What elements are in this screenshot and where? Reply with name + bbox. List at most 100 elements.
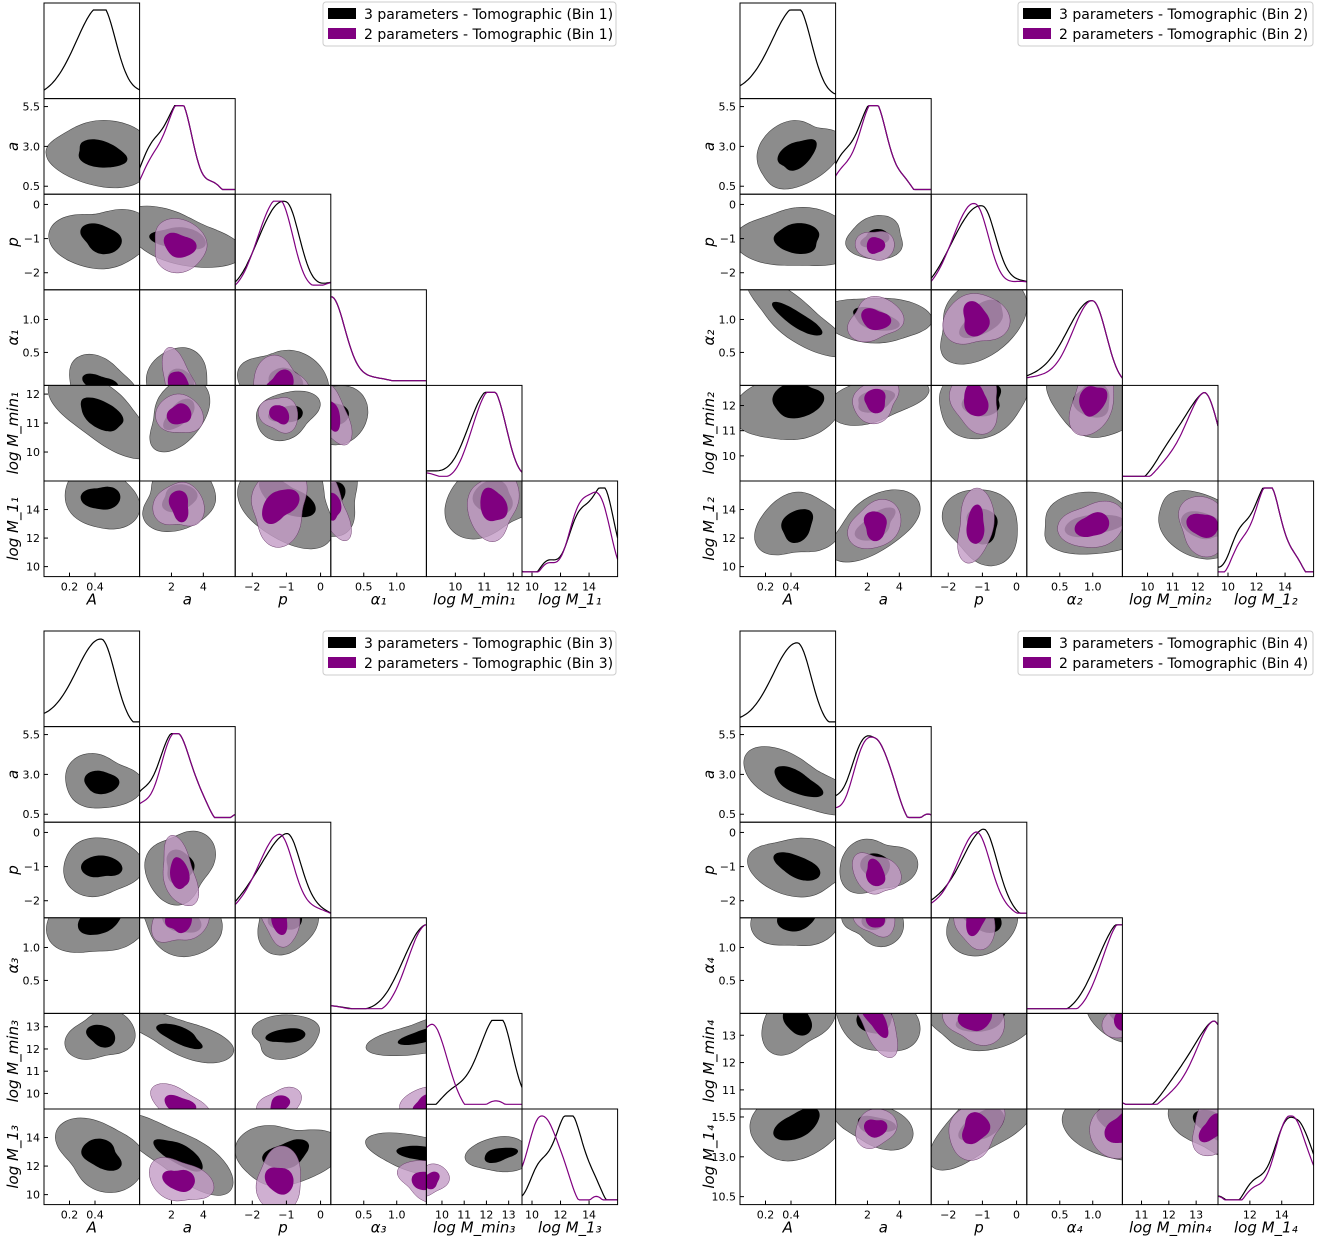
marginal-curve-three-param xyxy=(740,642,836,723)
cell-content xyxy=(841,917,904,948)
contour-68-three-param xyxy=(82,373,119,386)
marginal-3 xyxy=(930,821,1028,919)
x-axis-label: A xyxy=(782,1219,793,1237)
marginal-5 xyxy=(425,1012,523,1110)
joint-5-3 xyxy=(234,384,332,482)
x-tick-label: 1.0 xyxy=(388,581,406,594)
x-tick-label: 0 xyxy=(1013,1209,1020,1222)
marginal-3 xyxy=(234,821,332,919)
x-tick-label: 0.5 xyxy=(355,581,373,594)
contour-68-two-param xyxy=(330,401,341,432)
contour-68-three-param xyxy=(774,766,824,798)
cell-content xyxy=(946,917,1019,957)
cell-content xyxy=(144,917,223,958)
legend-label-three-param: 3 parameters - Tomographic (Bin 3) xyxy=(364,636,613,652)
contour-68-two-param xyxy=(866,237,886,254)
joint-3-2 xyxy=(139,821,236,919)
contour-68-two-param xyxy=(1198,1113,1219,1143)
y-tick-label: 0.5 xyxy=(23,974,41,987)
marginal-curve-two-param xyxy=(1122,1020,1219,1105)
y-tick-label: −2 xyxy=(720,895,736,908)
x-tick-label: 13 xyxy=(502,1209,516,1222)
x-tick-label: 2 xyxy=(168,581,175,594)
y-tick-label: 0.5 xyxy=(23,808,41,821)
y-tick-label: 10 xyxy=(26,1189,40,1202)
joint-4-1: 0.5 1.0 xyxy=(23,289,141,386)
cell-content xyxy=(144,830,216,906)
marginal-curve-three-param xyxy=(740,9,836,95)
joint-6-1: 10 12 14 0.2 0.4 xyxy=(26,1108,141,1222)
y-tick-label: 10 xyxy=(26,1087,40,1100)
marginal-1 xyxy=(43,2,141,100)
x-axis-label: A xyxy=(86,1219,97,1237)
joint-6-5: 10 11 12 13 xyxy=(425,1108,523,1222)
joint-6-1: 10.5 13.0 15.5 0.2 0.4 xyxy=(712,1108,837,1222)
joint-6-3: −2 −1 0 xyxy=(234,1108,332,1222)
contour-68-three-param xyxy=(782,1013,812,1036)
joint-5-2 xyxy=(835,384,932,482)
cell-content xyxy=(1087,1013,1123,1043)
cell-content xyxy=(64,481,140,530)
cell-content xyxy=(63,837,140,898)
marginal-4 xyxy=(330,917,427,1014)
cell-content xyxy=(365,1019,427,1110)
legend-label-three-param: 3 parameters - Tomographic (Bin 2) xyxy=(1059,7,1308,23)
cell-content xyxy=(1026,299,1123,379)
y-tick-label: 1.0 xyxy=(23,313,41,326)
legend-label-two-param: 2 parameters - Tomographic (Bin 1) xyxy=(364,27,613,43)
x-tick-label: 4 xyxy=(200,581,207,594)
joint-3-2 xyxy=(139,193,236,291)
x-axis-label: a xyxy=(183,591,192,609)
x-tick-label: 0 xyxy=(1013,581,1020,594)
y-tick-label: 11 xyxy=(722,425,736,438)
contour-68-two-param xyxy=(966,917,987,937)
legend-label-three-param: 3 parameters - Tomographic (Bin 4) xyxy=(1059,636,1308,652)
joint-5-1: 10 11 12 13 xyxy=(26,1012,141,1110)
cell-content xyxy=(740,642,836,723)
x-tick-label: 10 xyxy=(1141,581,1155,594)
x-tick-label: 0.2 xyxy=(757,1209,775,1222)
y-axis-label: a xyxy=(4,142,22,151)
cell-content xyxy=(750,917,836,947)
contour-68-three-param xyxy=(781,509,814,544)
marginal-curve-three-param xyxy=(44,9,140,91)
joint-3-2 xyxy=(835,193,932,291)
contour-68-two-param xyxy=(963,301,990,337)
x-tick-label: 0 xyxy=(317,1209,324,1222)
cell-content xyxy=(237,349,329,386)
joint-4-1: 0.5 1.0 xyxy=(23,917,141,1014)
joint-6-5: 11 12 13 xyxy=(1121,1108,1219,1222)
contour-68-three-param xyxy=(484,1147,519,1164)
cell-content xyxy=(426,1019,522,1105)
joint-6-4: 0.5 1.0 xyxy=(1026,1108,1123,1222)
x-tick-label: −1 xyxy=(278,581,294,594)
y-tick-label: 14 xyxy=(722,504,736,517)
contour-68-two-param xyxy=(1113,1013,1123,1031)
cell-frame xyxy=(835,98,932,195)
marginal-6: 10 12 14 xyxy=(1217,480,1315,594)
cell-content xyxy=(740,9,836,95)
joint-5-2 xyxy=(835,1012,932,1110)
marginal-6: 10 12 14 xyxy=(521,1108,619,1222)
cell-content xyxy=(835,105,932,191)
marginal-curve-three-param xyxy=(139,733,236,819)
cell-content xyxy=(139,205,236,274)
x-tick-label: 12 xyxy=(506,581,520,594)
contour-68-two-param xyxy=(163,232,197,258)
contour-68-three-param xyxy=(396,1145,427,1162)
marginal-curve-two-param xyxy=(835,105,932,191)
joint-4-2 xyxy=(835,917,932,1014)
y-tick-label: 0.5 xyxy=(719,346,737,359)
marginal-5 xyxy=(1121,1012,1219,1110)
y-axis-label: a xyxy=(700,142,718,151)
y-tick-label: 0 xyxy=(729,826,736,839)
joint-3-1: −2 −1 0 xyxy=(720,193,837,291)
y-tick-label: 0 xyxy=(33,826,40,839)
y-axis-label: log M_1₁ xyxy=(4,497,23,561)
y-tick-label: 0.5 xyxy=(23,346,41,359)
marginal-4 xyxy=(330,289,427,386)
joint-5-1: 10 11 12 xyxy=(722,384,837,482)
joint-4-3 xyxy=(234,289,332,386)
legend-bin-3: 3 parameters - Tomographic (Bin 3) 2 par… xyxy=(322,630,617,676)
